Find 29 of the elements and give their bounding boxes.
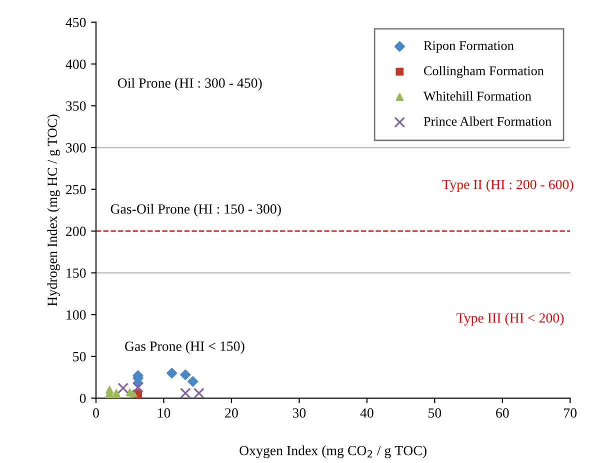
y-axis-title: Hydrogen Index (mg HC / g TOC): [47, 114, 60, 306]
annotation: Oil Prone (HI : 300 - 450): [118, 78, 262, 91]
y-tick-label: 450: [66, 18, 86, 28]
x-tick-label: 10: [158, 408, 170, 418]
x-tick-label: 50: [428, 408, 442, 418]
annotation: Type II (HI : 200 - 600): [442, 179, 574, 192]
x-tick-label: 30: [292, 408, 306, 418]
legend-label: Prince Albert Formation: [424, 116, 552, 126]
annotation: Type III (HI < 200): [456, 312, 564, 326]
y-tick-label: 200: [66, 226, 86, 236]
legend-label: Collingham Formation: [424, 66, 544, 78]
y-tick-label: 150: [66, 268, 86, 278]
x-tick-label: 70: [564, 408, 577, 418]
y-tick-label: 250: [66, 184, 86, 194]
legend-label: Ripon Formation: [424, 41, 514, 53]
x-tick-label: 60: [496, 408, 509, 418]
x-axis-title: Oxygen Index (mg CO$_{2}$ / g TOC): [240, 446, 426, 458]
y-tick-label: 0: [80, 394, 86, 404]
x-tick-label: 40: [360, 408, 374, 418]
y-tick-label: 100: [66, 310, 86, 320]
y-tick-label: 300: [66, 143, 86, 152]
legend-label: Whitehill Formation: [423, 91, 532, 101]
x-tick-label: 0: [93, 408, 99, 418]
annotation: Gas-Oil Prone (HI : 150 - 300): [110, 204, 281, 216]
y-tick-label: 400: [66, 60, 86, 69]
y-tick-label: 50: [73, 352, 86, 362]
x-tick-label: 20: [225, 408, 238, 418]
y-tick-label: 350: [66, 101, 86, 111]
annotation: Gas Prone (HI < 150): [125, 341, 244, 354]
